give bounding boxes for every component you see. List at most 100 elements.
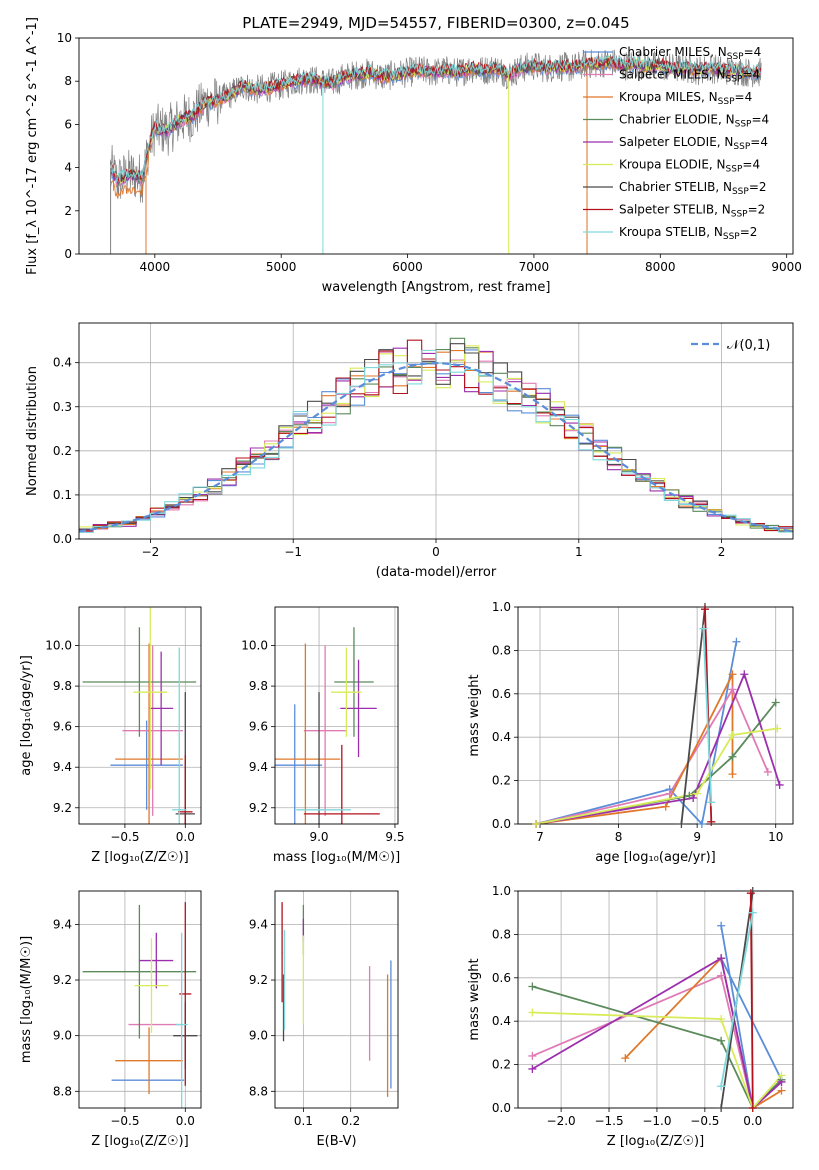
histogram-kroupa-stelib [79, 349, 793, 534]
plus-marker [689, 793, 698, 802]
plus-marker [707, 798, 716, 807]
axes-frame [274, 890, 399, 1109]
data-point [155, 959, 157, 962]
plus-marker [746, 889, 755, 898]
plus-marker [707, 817, 716, 826]
y-tick-label: 9.6 [249, 720, 268, 734]
x-tick-label: 7 [536, 830, 544, 844]
y-tick-label: 9.2 [249, 973, 268, 987]
data-point [357, 707, 360, 710]
x-tick-label: 6000 [392, 260, 423, 274]
data-point [148, 758, 150, 760]
x-tick-label: 8 [615, 830, 623, 844]
plot-body [531, 891, 783, 1108]
y-axis-label: mass weight [467, 958, 482, 1040]
x-tick-label: 10 [768, 830, 783, 844]
data-point [184, 993, 186, 995]
x-tick-label: −1.0 [642, 1114, 671, 1128]
x-tick-label: 4000 [140, 260, 171, 274]
y-tick-label: 9.8 [53, 679, 72, 693]
panel-spectrum: 4000 5000 6000 7000 8000 9000 0 2 4 6 8 10 wavelengt… [25, 17, 802, 295]
legend-label: Salpeter ELODIE, NSSP=4 [619, 135, 768, 152]
data-point [181, 1023, 183, 1026]
x-tick-label: 0 [432, 545, 440, 559]
axes-frame [517, 606, 794, 825]
x-axis-label: (data-model)/error [376, 565, 497, 580]
x-tick-label: −0.5 [110, 1114, 139, 1128]
y-tick-label: 8 [64, 74, 72, 88]
data-point [154, 1023, 156, 1026]
y-tick-label: 0.0 [492, 817, 511, 831]
data-point [138, 681, 140, 683]
plus-marker [717, 921, 726, 930]
x-axis-label: mass [log₁₀(M/M☉)] [273, 850, 400, 865]
mass-weight-line-salpeter-stelib [749, 893, 754, 1108]
data-point [147, 1079, 149, 1081]
panel-age-vs-mass: 9.0 9.5 9.2 9.4 9.6 9.8 10.0 mass [log₁₀(M/M☉)] [241, 606, 405, 865]
y-tick-label: 0.1 [53, 488, 72, 502]
y-tick-label: 2 [64, 204, 72, 218]
data-point [390, 1023, 392, 1026]
normal-reference-curve [79, 361, 793, 533]
plus-marker [528, 1008, 537, 1017]
panel-age-vs-Z: −0.5 0.0 9.2 9.4 9.6 9.8 10.0 Z [log₁₀(Z/Z☉)] ag… [19, 606, 202, 865]
mass-weight-line-kroupa-stelib [720, 912, 754, 1087]
legend-label: Kroupa STELIB, NSSP=2 [619, 225, 757, 242]
y-tick-label: 0.4 [492, 730, 511, 744]
plus-marker [699, 624, 708, 633]
plus-marker [748, 1104, 757, 1112]
data-point [148, 1060, 150, 1062]
data-point [150, 984, 153, 987]
data-point [304, 758, 306, 760]
data-point [138, 971, 140, 973]
mass-weight-line-kroupa-elodie [535, 727, 778, 824]
data-point [322, 809, 325, 811]
data-point [386, 1035, 389, 1037]
plus-marker [528, 982, 537, 991]
x-tick-label: 0.2 [341, 1114, 360, 1128]
plus-marker [763, 767, 772, 776]
plus-marker [528, 1051, 537, 1060]
plot-body [275, 627, 380, 824]
y-axis-label: Normed distribution [25, 366, 40, 496]
y-tick-label: 8.8 [249, 1084, 268, 1098]
y-tick-label: 0.0 [53, 532, 72, 546]
y-tick-label: 0.0 [492, 1101, 511, 1115]
x-tick-label: 2 [718, 545, 726, 559]
plus-marker [728, 770, 737, 779]
mass-weight-line-chabrier-stelib [680, 607, 706, 824]
data-point [302, 929, 304, 931]
mass-weight-line-kroupa-elodie [532, 1011, 783, 1108]
plus-marker [717, 1036, 726, 1045]
panel-residuals: −2 −1 0 1 2 0.0 0.1 0.2 0.3 0.4 (data-model)/error… [25, 322, 794, 580]
panel-mass-vs-Z: −0.5 0.0 8.8 9.0 9.2 9.4 Z [log₁₀(Z/Z☉)] mass [… [19, 890, 202, 1149]
data-point [149, 691, 151, 693]
data-point [160, 707, 162, 710]
panel-mass-weight-vs-age: 7 8 9 10 0.0 0.2 0.4 0.6 0.8 1.0 age [log₁₀(age/yr… [467, 600, 794, 865]
plus-marker [532, 820, 541, 828]
data-point [283, 979, 286, 981]
y-tick-label: 0.8 [492, 927, 511, 941]
plus-marker [528, 1064, 537, 1073]
plus-marker [732, 637, 741, 646]
x-tick-label: 7000 [519, 260, 550, 274]
panel-mass-weight-vs-Z: −2.0 −1.5 −1.0 −0.5 0.0 0.0 0.2 0.4 0.6 0.8 1.0 Z [… [467, 884, 794, 1149]
panel-mass-vs-EBV: 0.1 0.2 8.8 9.0 9.2 9.4 E(B-V) [249, 890, 399, 1149]
data-point [345, 691, 347, 693]
y-tick-label: 4 [64, 161, 72, 175]
y-tick-label: 9.2 [53, 973, 72, 987]
plus-marker [665, 789, 674, 798]
data-point [294, 764, 296, 766]
y-tick-label: 9.8 [249, 679, 268, 693]
x-tick-label: 5000 [266, 260, 297, 274]
plus-marker [728, 731, 737, 740]
plus-marker [773, 724, 782, 733]
y-tick-label: 10.0 [241, 639, 268, 653]
plus-marker [777, 1086, 786, 1095]
x-tick-label: 0.1 [294, 1114, 313, 1128]
y-tick-label: 9.4 [53, 917, 72, 931]
plus-marker [740, 670, 749, 679]
data-point [341, 813, 343, 815]
plus-marker [677, 820, 686, 828]
